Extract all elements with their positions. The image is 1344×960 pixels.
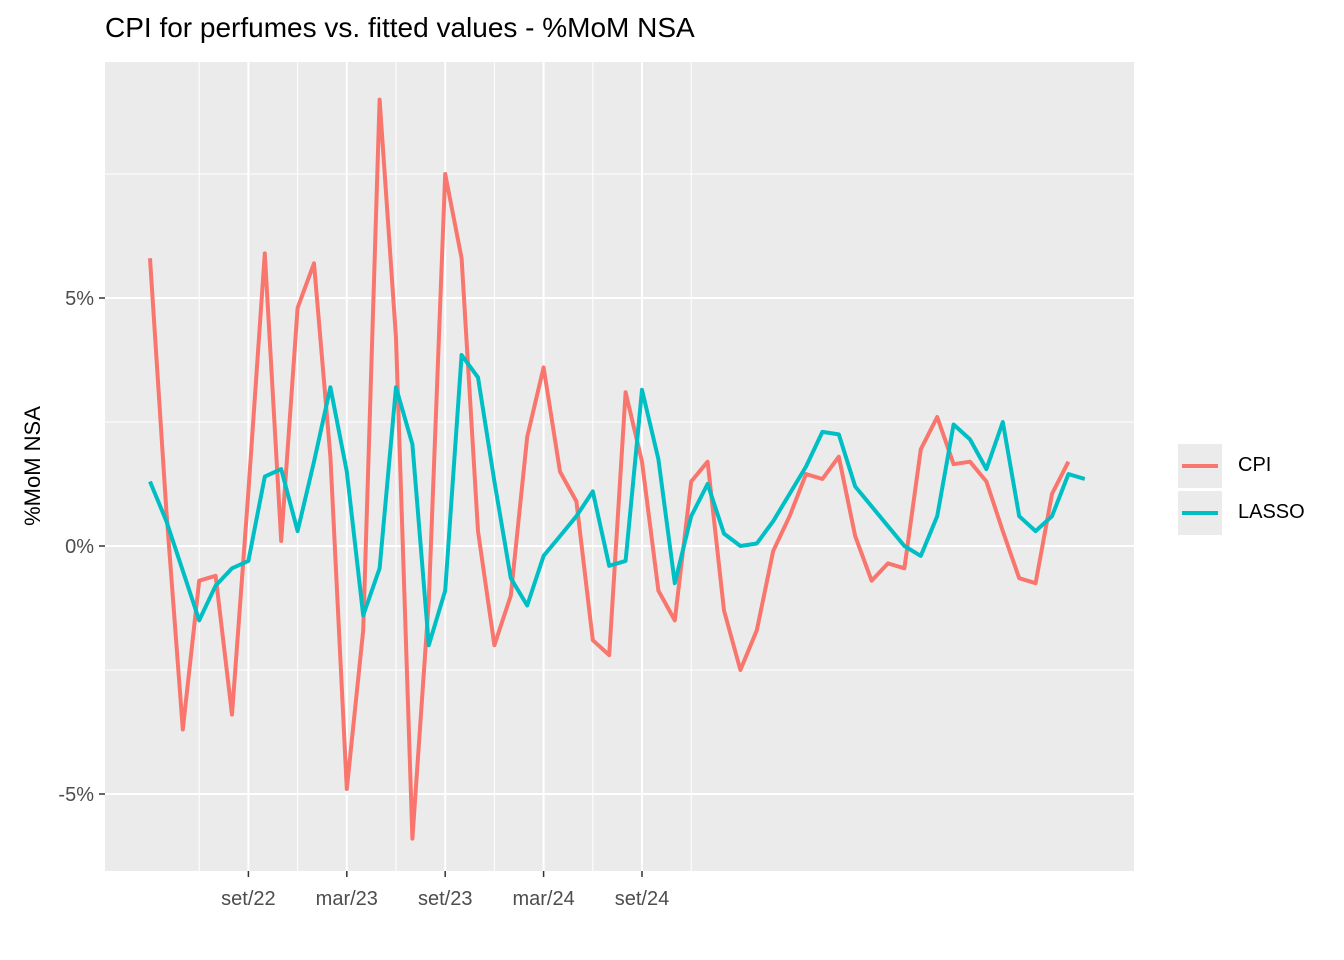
y-tick-label: 0%: [65, 536, 94, 558]
x-tick-label: set/24: [615, 888, 669, 910]
x-tick-label: set/22: [221, 888, 275, 910]
axis-ticks: [99, 297, 643, 877]
legend-key-lasso: [1178, 490, 1222, 535]
y-tick-label: 5%: [65, 288, 94, 310]
axis-tick-labels: set/22 mar/23 set/23 mar/24 set/24 -5% 0% 5%: [58, 288, 669, 910]
x-tick-label: mar/24: [512, 888, 574, 910]
series-line-lasso: [148, 353, 1086, 648]
legend: CPI LASSO: [1178, 442, 1324, 536]
legend-item-lasso: LASSO: [1178, 489, 1324, 536]
minor-gridlines: [105, 62, 1134, 871]
legend-swatch-lasso: [1182, 510, 1218, 515]
series-line-cpi: [148, 97, 1071, 841]
legend-swatch-cpi: [1182, 463, 1218, 468]
y-tick-label: -5%: [58, 784, 94, 806]
chart-title: CPI for perfumes vs. fitted values - %Mo…: [105, 12, 695, 43]
x-tick-label: mar/23: [316, 888, 378, 910]
legend-label-cpi: CPI: [1238, 454, 1272, 476]
legend-label-lasso: LASSO: [1238, 501, 1305, 523]
series-layer: [148, 97, 1086, 841]
legend-key-cpi: [1178, 443, 1222, 488]
legend-item-cpi: CPI: [1178, 442, 1324, 489]
x-tick-label: set/23: [418, 888, 472, 910]
